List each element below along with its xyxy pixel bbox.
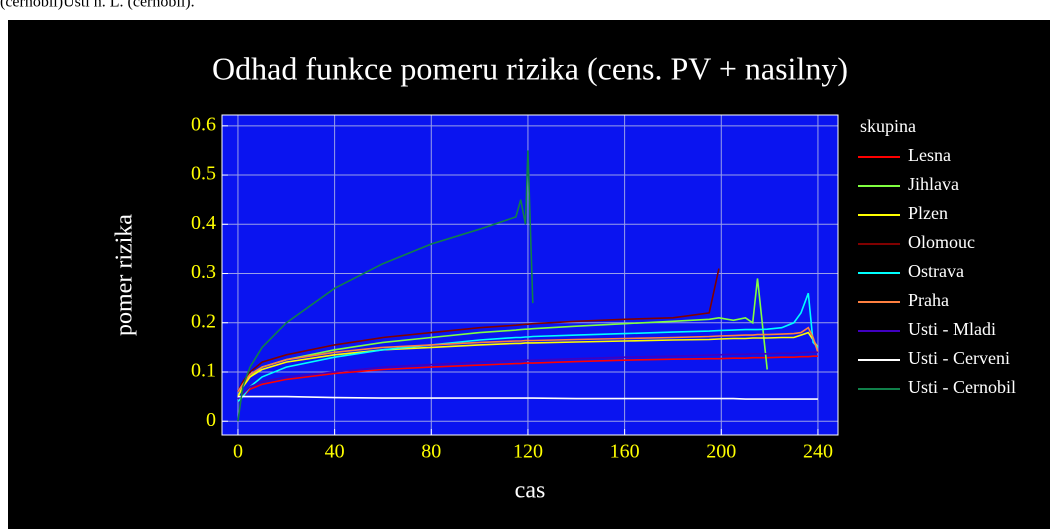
y-tick-label: 0.6 bbox=[191, 113, 216, 135]
series-line bbox=[237, 326, 819, 393]
x-tick-label: 0 bbox=[233, 441, 243, 463]
legend-label: Olomouc bbox=[908, 232, 975, 252]
y-tick-label: 0.4 bbox=[191, 212, 216, 234]
x-tick-label: 160 bbox=[610, 441, 640, 463]
y-axis-label: pomer rizika bbox=[112, 214, 138, 336]
legend-title: skupina bbox=[860, 116, 916, 136]
x-tick-label: 240 bbox=[803, 441, 833, 463]
legend-label: Usti - Cerveni bbox=[908, 348, 1010, 368]
series-line bbox=[237, 355, 818, 403]
caption: (cernobil)Usti n. L. (cernobil). bbox=[0, 0, 195, 11]
y-tick-label: 0.5 bbox=[191, 163, 216, 185]
series-line bbox=[237, 150, 534, 422]
legend-label: Praha bbox=[908, 290, 949, 310]
x-tick-label: 200 bbox=[706, 441, 736, 463]
legend-label: Lesna bbox=[908, 145, 951, 165]
series-line bbox=[237, 292, 819, 403]
legend-label: Ostrava bbox=[908, 261, 964, 281]
legend-label: Jihlava bbox=[908, 174, 959, 194]
chart-title: Odhad funkce pomeru rizika (cens. PV + n… bbox=[212, 50, 848, 86]
x-axis-label: cas bbox=[515, 478, 546, 504]
legend-label: Usti - Cernobil bbox=[908, 377, 1016, 397]
x-tick-label: 80 bbox=[421, 441, 441, 463]
plot-frame bbox=[221, 114, 839, 436]
y-tick-label: 0 bbox=[206, 409, 216, 431]
series-line bbox=[237, 395, 818, 400]
x-tick-label: 40 bbox=[325, 441, 345, 463]
series-line bbox=[237, 268, 720, 393]
y-tick-label: 0.3 bbox=[191, 261, 216, 283]
y-tick-label: 0.2 bbox=[191, 310, 216, 332]
series-line bbox=[237, 351, 818, 400]
y-tick-label: 0.1 bbox=[191, 360, 216, 382]
legend-label: Usti - Mladi bbox=[908, 319, 996, 339]
series-line bbox=[237, 331, 819, 397]
x-tick-label: 120 bbox=[513, 441, 543, 463]
legend-label: Plzen bbox=[908, 203, 948, 223]
plot-area bbox=[222, 115, 838, 435]
